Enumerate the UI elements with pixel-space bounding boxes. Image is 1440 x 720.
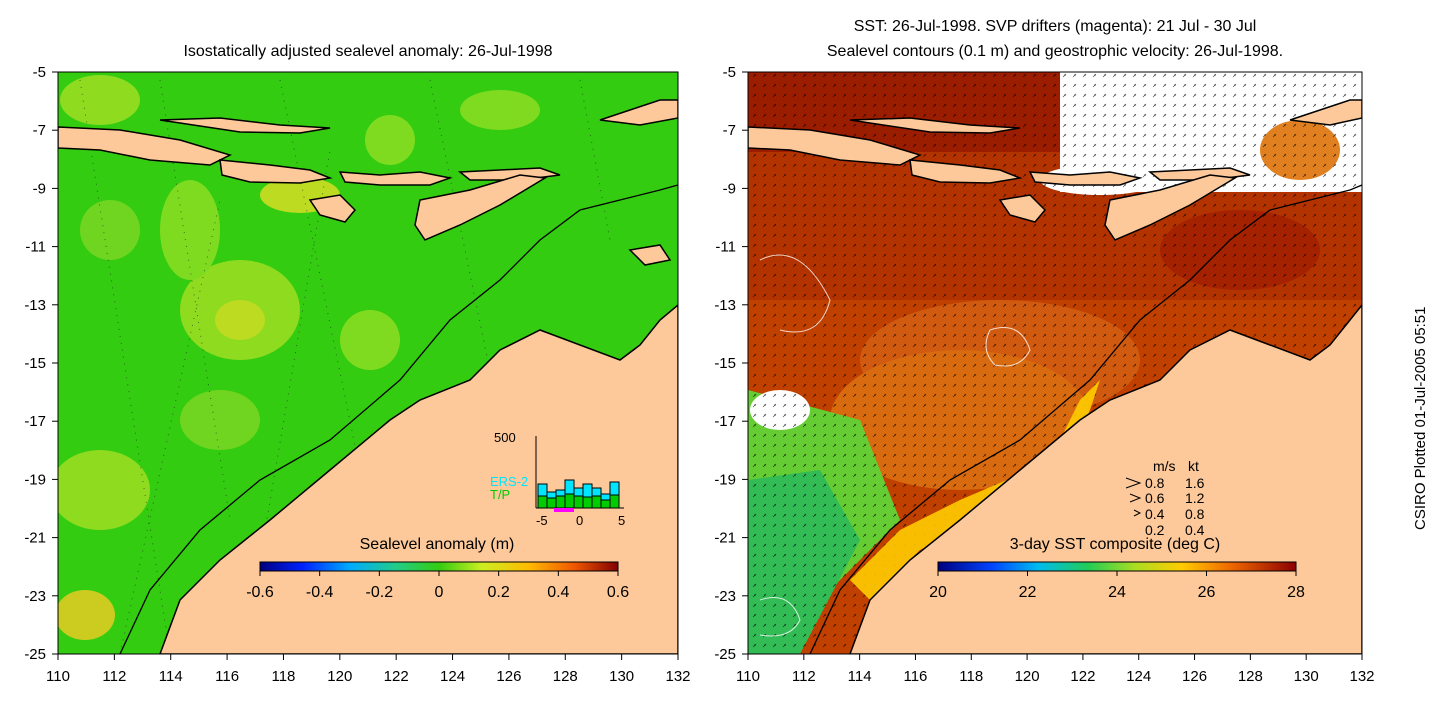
y-tick-label: -15: [714, 355, 736, 372]
colorbar-tick-label: 0.6: [607, 584, 629, 601]
svg-text:kt: kt: [1188, 458, 1199, 474]
svg-text:0.8: 0.8: [1185, 506, 1205, 522]
y-tick-label: -13: [714, 297, 736, 314]
y-tick-label: -19: [24, 471, 46, 488]
right-map: m/s kt 0.8 1.6 0.6 1.2 0.4 0.8 0.2 0.4 3…: [714, 64, 1375, 685]
right-colorbar: [937, 561, 1297, 572]
indonesia-islands: [58, 99, 678, 266]
y-tick-label: -19: [714, 471, 736, 488]
colorbar-tick-label: 22: [1019, 584, 1037, 601]
x-tick-label: 112: [102, 668, 126, 685]
x-tick-label: 132: [665, 668, 690, 685]
colorbar-tick-label: 0: [435, 584, 444, 601]
svg-text:1.6: 1.6: [1185, 475, 1205, 491]
x-tick-label: 132: [1349, 668, 1374, 685]
x-tick-label: 116: [903, 668, 927, 685]
right-panel-title-line1: SST: 26-Jul-1998. SVP drifters (magenta)…: [853, 18, 1257, 35]
right-panel-title-line2: Sealevel contours (0.1 m) and geostrophi…: [826, 43, 1284, 60]
left-colorbar-ticks: -0.6 -0.4 -0.2 0 0.2 0.4 0.6: [246, 571, 629, 601]
shelf-contour: [809, 184, 1362, 654]
colorbar-tick-label: -0.4: [306, 584, 334, 601]
y-tick-label: -25: [24, 646, 46, 663]
y-tick-label: -23: [24, 588, 46, 605]
colorbar-tick-label: 20: [929, 584, 947, 601]
left-y-axis: -5 -7 -9 -11 -13 -15 -17 -19 -21 -23 -25: [24, 64, 58, 663]
inset-y-max: 500: [494, 430, 516, 445]
anomaly-patches: [58, 75, 540, 640]
colorbar-tick-label: 0.2: [488, 584, 510, 601]
colorbar-tick-label: 24: [1108, 584, 1126, 601]
x-tick-label: 124: [1126, 668, 1151, 685]
svg-text:0.4: 0.4: [1145, 506, 1165, 522]
colorbar-tick-label: -0.6: [246, 584, 274, 601]
sealevel-contours: [759, 254, 1031, 637]
y-tick-label: -13: [24, 297, 46, 314]
x-tick-label: 124: [440, 668, 465, 685]
satellite-tracks: [79, 79, 611, 654]
y-tick-label: -17: [714, 413, 736, 430]
indonesia-islands: [748, 99, 1362, 241]
y-tick-label: -21: [714, 530, 736, 547]
svg-text:0.6: 0.6: [1145, 490, 1165, 506]
y-tick-label: -7: [33, 122, 46, 139]
x-tick-label: 110: [736, 668, 760, 685]
inset-x-tick: 0: [576, 513, 583, 528]
y-tick-label: -25: [714, 646, 736, 663]
left-colorbar: [259, 561, 619, 572]
right-x-axis: 110 112 114 116 118 120 122 124 126 128 130 132: [736, 654, 1375, 685]
y-tick-label: -9: [723, 180, 736, 197]
y-tick-label: -7: [723, 122, 736, 139]
x-tick-label: 122: [384, 668, 409, 685]
credit-stamp: CSIRO Plotted 01-Jul-2005 05:51: [1412, 306, 1429, 530]
inset-legend-tp: T/P: [490, 487, 510, 502]
svg-text:1.2: 1.2: [1185, 490, 1205, 506]
y-tick-label: -9: [33, 180, 46, 197]
x-tick-label: 128: [1238, 668, 1263, 685]
svg-text:m/s: m/s: [1153, 458, 1176, 474]
y-tick-label: -11: [25, 239, 46, 256]
svg-text:0.4: 0.4: [1185, 522, 1205, 538]
x-tick-label: 126: [1182, 668, 1207, 685]
x-tick-label: 118: [271, 668, 295, 685]
colorbar-tick-label: 26: [1198, 584, 1216, 601]
left-map: 500 ERS-2 T/P -5 0 5 Sealevel anomaly (m…: [24, 64, 691, 685]
y-tick-label: -17: [24, 413, 46, 430]
x-tick-label: 120: [1015, 668, 1040, 685]
x-tick-label: 114: [848, 668, 872, 685]
left-x-axis: 110 112 114 116 118 120 122 124 126 128 130 132: [46, 654, 691, 685]
x-tick-label: 122: [1070, 668, 1095, 685]
svg-text:0.8: 0.8: [1145, 475, 1165, 491]
svg-text:0.2: 0.2: [1145, 522, 1165, 538]
y-tick-label: -23: [714, 588, 736, 605]
y-tick-label: -5: [33, 64, 46, 81]
x-tick-label: 130: [609, 668, 634, 685]
x-tick-label: 130: [1294, 668, 1319, 685]
y-tick-label: -21: [24, 530, 46, 547]
x-tick-label: 126: [496, 668, 521, 685]
x-tick-label: 112: [792, 668, 816, 685]
inset-x-tick: -5: [536, 513, 548, 528]
x-tick-label: 128: [553, 668, 578, 685]
right-colorbar-ticks: 20 22 24 26 28: [929, 571, 1305, 601]
left-colorbar-label: Sealevel anomaly (m): [360, 536, 515, 553]
x-tick-label: 116: [215, 668, 239, 685]
x-tick-label: 118: [959, 668, 983, 685]
inset-legend-ers2: ERS-2: [490, 474, 528, 489]
velocity-legend: m/s kt 0.8 1.6 0.6 1.2 0.4 0.8 0.2 0.4: [1125, 458, 1205, 538]
right-y-axis: -5 -7 -9 -11 -13 -15 -17 -19 -21 -23 -25: [714, 64, 748, 663]
x-tick-label: 114: [159, 668, 183, 685]
y-tick-label: -11: [715, 239, 736, 256]
left-panel-title: Isostatically adjusted sealevel anomaly:…: [183, 43, 553, 60]
shelf-contour: [119, 184, 678, 654]
colorbar-tick-label: 28: [1287, 584, 1305, 601]
y-tick-label: -15: [24, 355, 46, 372]
x-tick-label: 120: [327, 668, 352, 685]
colorbar-tick-label: -0.2: [366, 584, 394, 601]
x-tick-label: 110: [46, 668, 70, 685]
right-colorbar-label: 3-day SST composite (deg C): [1010, 536, 1220, 553]
y-tick-label: -5: [723, 64, 736, 81]
track-histogram-inset: 500 ERS-2 T/P -5 0 5: [490, 430, 625, 528]
colorbar-tick-label: 0.4: [547, 584, 569, 601]
inset-x-tick: 5: [618, 513, 625, 528]
